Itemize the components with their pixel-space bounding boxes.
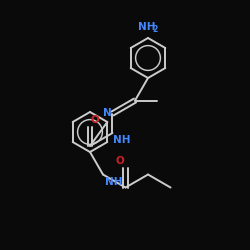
- Text: NH: NH: [138, 22, 156, 32]
- Text: O: O: [91, 114, 100, 124]
- Text: NH: NH: [105, 176, 122, 186]
- Text: NH: NH: [114, 135, 131, 145]
- Text: N: N: [103, 108, 112, 118]
- Text: O: O: [116, 156, 124, 166]
- Text: 2: 2: [152, 24, 158, 34]
